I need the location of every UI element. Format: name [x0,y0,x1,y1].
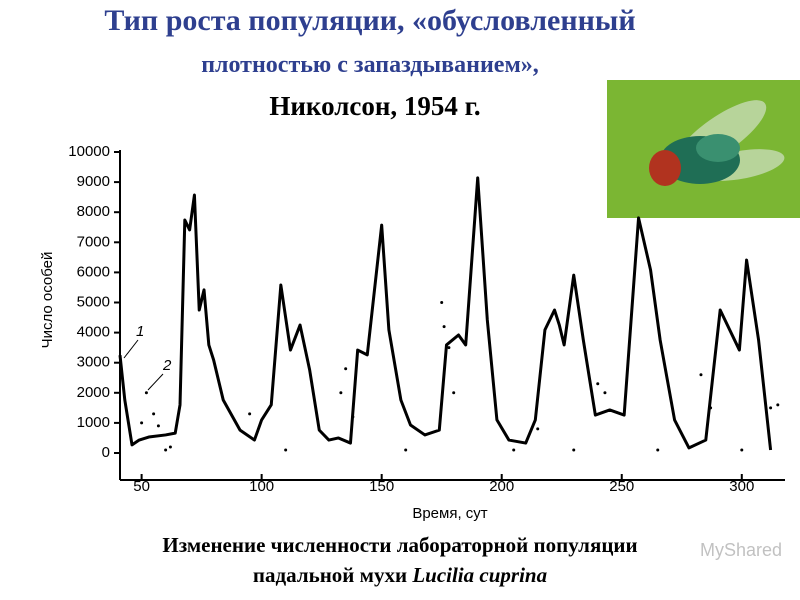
x-tick-label: 150 [369,478,394,495]
population-dot [351,415,355,419]
y-tick-label: 4000 [77,324,110,341]
population-dot [156,424,160,428]
x-tick-label: 50 [133,478,150,495]
fly-photo [607,80,800,218]
population-dot [447,346,451,350]
population-line [118,176,773,451]
population-dot [769,406,773,410]
population-dot [164,448,168,452]
x-tick-label: 300 [729,478,754,495]
population-dot [168,445,172,449]
series-label: 2 [162,357,172,374]
population-dot [152,412,156,416]
caption: падальной мухи Lucilia cuprina [253,563,547,587]
population-dot [339,391,343,395]
x-axis-label: Время, сут [412,505,487,522]
population-dot [536,427,540,431]
population-dot [512,448,516,452]
population-dot [442,325,446,329]
y-tick-label: 9000 [77,173,110,190]
y-tick-label: 6000 [77,263,110,280]
title: Тип роста популяции, «обусловленный [104,4,635,37]
x-tick-label: 100 [249,478,274,495]
y-tick-label: 10000 [68,143,110,160]
population-dot [440,301,444,304]
population-dot [140,421,144,425]
series-pointer [147,373,164,391]
caption-text: падальной мухи [253,563,412,587]
y-tick-label: 1000 [77,414,110,431]
x-tick-label: 200 [489,478,514,495]
population-dot [776,403,780,407]
population-dot [572,448,576,452]
series-pointer [123,339,139,359]
population-dot [603,391,607,395]
population-dot [284,448,288,452]
y-tick-label: 5000 [77,293,110,310]
population-dot [248,412,252,416]
y-tick-label: 3000 [77,354,110,371]
species-name: Lucilia cuprina [411,563,547,587]
subtitle: Николсон, 1954 г. [269,91,480,121]
y-tick-label: 8000 [77,203,110,220]
population-dot [404,448,408,452]
y-tick-label: 0 [102,444,110,461]
population-dot [596,382,600,386]
title-line: плотностью с запаздыванием», [201,52,539,78]
y-tick-label: 7000 [77,233,110,250]
population-dot [344,367,348,371]
watermark: MyShared [700,540,782,560]
caption: Изменение численности лабораторной попул… [162,533,637,557]
population-dot [699,373,703,377]
x-tick-label: 250 [609,478,634,495]
population-dot [144,391,148,395]
series-label: 1 [136,323,144,340]
population-dot [709,406,713,410]
population-dot [740,448,744,452]
population-dot [656,448,660,452]
y-axis-label: Число особей [39,252,56,349]
population-dot [452,391,456,395]
y-tick-label: 2000 [77,384,110,401]
